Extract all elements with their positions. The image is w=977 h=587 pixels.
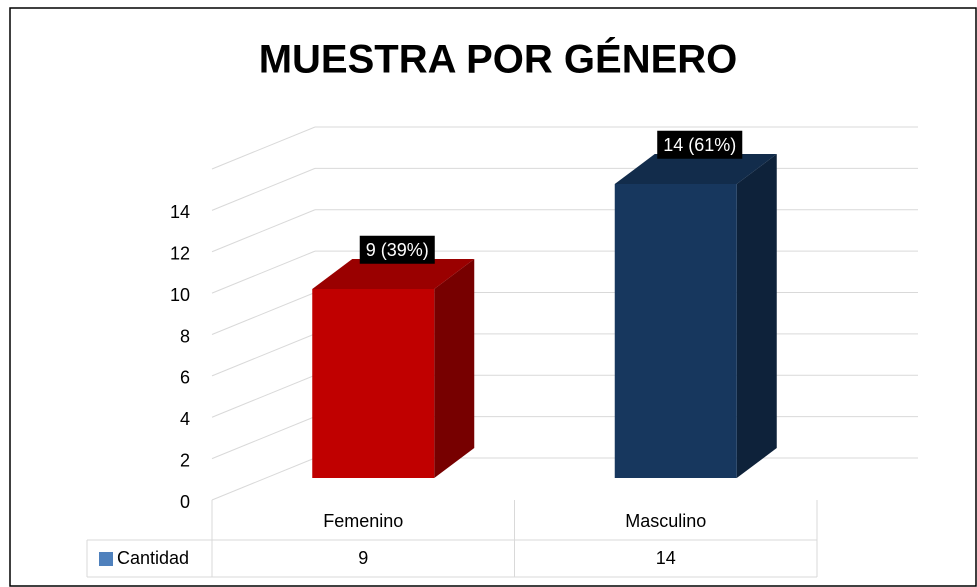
y-tick-label: 10 [170, 285, 190, 305]
grid-line [211, 209, 316, 253]
bar [614, 154, 777, 478]
chart-title: MUESTRA POR GÉNERO [259, 37, 738, 82]
data-label-box [657, 130, 743, 159]
bar-top [312, 259, 475, 289]
chart-border [9, 7, 977, 587]
table-cell: 9 [358, 548, 368, 568]
grid-line [211, 292, 316, 335]
y-tick-label: 2 [180, 450, 190, 470]
data-label: 14 (61%) [663, 135, 736, 155]
y-tick-label: 12 [170, 244, 190, 264]
y-tick-label: 4 [180, 409, 190, 429]
bar-front [312, 289, 435, 478]
data-label-box [359, 235, 435, 264]
grid-line [211, 457, 316, 501]
y-tick-label: 6 [180, 368, 190, 388]
bar-side [736, 154, 777, 478]
bar-side [434, 259, 475, 478]
grid-line [211, 126, 316, 170]
x-tick-label: Femenino [323, 511, 403, 531]
bar-top [614, 154, 777, 184]
table-cell: 14 [656, 548, 676, 568]
y-tick-label: 8 [180, 326, 190, 346]
y-tick-label: 0 [180, 492, 190, 512]
x-tick-label: Masculino [625, 511, 706, 531]
grid-line [211, 374, 316, 418]
grid-line [211, 167, 316, 211]
data-label: 9 (39%) [366, 240, 429, 260]
grid-line [211, 333, 316, 377]
grid-line [211, 416, 316, 460]
bar [312, 259, 475, 478]
bar-front [614, 184, 737, 478]
y-tick-label: 14 [170, 202, 190, 222]
legend-label: Cantidad [117, 548, 189, 568]
legend-swatch [99, 552, 113, 566]
grid-line [211, 250, 316, 294]
